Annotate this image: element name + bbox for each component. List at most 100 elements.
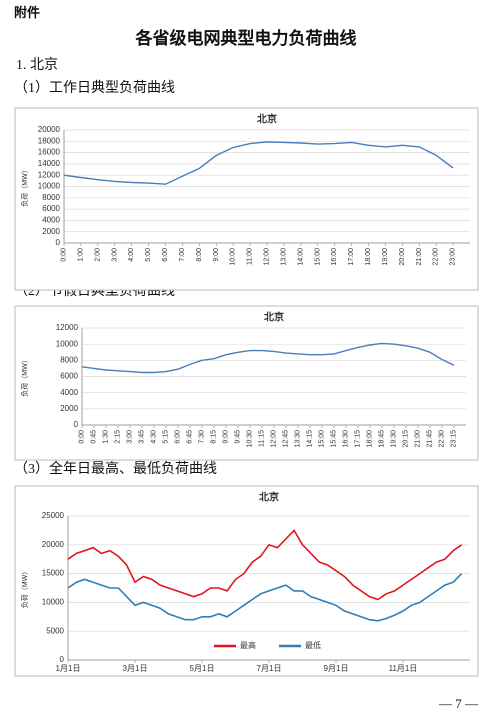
y-tick-label: 10000	[42, 598, 65, 607]
x-tick-label: 16:30	[343, 430, 350, 448]
x-tick-label: 20:15	[403, 430, 410, 448]
x-tick-label: 3月1日	[123, 664, 148, 673]
x-tick-label: 4:30	[151, 430, 158, 444]
y-tick-label: 2000	[42, 227, 60, 236]
x-tick-label: 7月1日	[257, 664, 282, 673]
y-tick-label: 14000	[38, 159, 61, 168]
series-line	[63, 141, 454, 185]
x-tick-label: 6:00	[175, 430, 182, 444]
x-tick-label: 9:00	[223, 430, 230, 444]
x-tick-label: 14:00	[297, 248, 304, 266]
y-tick-label: 10000	[56, 339, 79, 348]
x-tick-label: 21:00	[416, 248, 423, 266]
x-tick-label: 5:00	[145, 248, 152, 262]
x-tick-label: 11月1日	[389, 664, 418, 673]
y-axis-label: 负荷（MW）	[20, 166, 29, 206]
x-tick-label: 22:30	[439, 430, 446, 448]
x-tick-label: 23:15	[451, 430, 458, 448]
y-axis-label: 负荷（MW）	[20, 568, 29, 608]
x-tick-label: 8:00	[196, 248, 203, 262]
legend-label: 最高	[240, 640, 256, 650]
x-tick-label: 5:15	[163, 430, 170, 444]
x-tick-label: 9:45	[235, 430, 242, 444]
y-tick-label: 15000	[42, 569, 65, 578]
x-tick-label: 8:15	[211, 430, 218, 444]
x-tick-label: 11:15	[259, 430, 266, 447]
x-tick-label: 6:00	[162, 248, 169, 262]
section-heading: 1. 北京	[16, 57, 58, 73]
y-tick-label: 18000	[38, 136, 61, 145]
x-tick-label: 4:00	[128, 248, 135, 262]
y-tick-label: 20000	[42, 540, 65, 549]
x-tick-label: 16:00	[331, 248, 338, 266]
chart-frame	[14, 485, 479, 677]
x-tick-label: 20:00	[399, 248, 406, 266]
y-axis-label: 负荷（MW）	[20, 356, 29, 396]
y-tick-label: 12000	[56, 323, 79, 332]
x-tick-label: 2:15	[115, 430, 122, 444]
y-tick-label: 8000	[60, 355, 78, 364]
caption: （3）全年日最高、最低负荷曲线	[14, 460, 217, 477]
x-tick-label: 3:00	[111, 248, 118, 262]
attachment-label: 附件	[14, 5, 40, 20]
x-tick-label: 1:00	[77, 248, 84, 262]
doc-title: 各省级电网典型电力负荷曲线	[135, 28, 357, 48]
page-number: — 7 —	[438, 696, 479, 711]
x-tick-label: 3:00	[127, 430, 134, 444]
series-line	[67, 529, 463, 601]
x-tick-label: 12:00	[264, 248, 271, 266]
x-tick-label: 15:45	[331, 430, 338, 448]
y-tick-label: 20000	[38, 125, 61, 134]
chart-title: 北京	[264, 311, 284, 324]
chart-frame	[14, 107, 479, 291]
x-tick-label: 1:30	[103, 430, 110, 444]
x-tick-label: 12:00	[271, 430, 278, 448]
x-tick-label: 7:30	[199, 430, 206, 444]
x-tick-label: 19:00	[382, 248, 389, 266]
x-tick-label: 0:45	[91, 430, 98, 444]
x-tick-label: 1月1日	[56, 664, 81, 673]
x-tick-label: 13:30	[295, 430, 302, 448]
y-tick-label: 4000	[42, 216, 60, 225]
y-tick-label: 4000	[60, 388, 78, 397]
x-tick-label: 3:45	[139, 430, 146, 444]
x-tick-label: 0:00	[61, 248, 68, 262]
y-tick-label: 8000	[42, 193, 60, 202]
x-tick-label: 10:00	[230, 248, 237, 266]
x-tick-label: 19:30	[391, 430, 398, 448]
y-tick-label: 0	[74, 420, 79, 429]
y-tick-label: 10000	[38, 182, 61, 191]
x-tick-label: 21:00	[415, 430, 422, 448]
x-tick-label: 18:45	[379, 430, 386, 448]
x-tick-label: 14:15	[307, 430, 314, 448]
x-tick-label: 10:30	[247, 430, 254, 448]
x-tick-label: 22:00	[433, 248, 440, 266]
x-tick-label: 18:00	[365, 248, 372, 266]
x-tick-label: 15:00	[319, 430, 326, 448]
chart-title: 北京	[259, 491, 279, 504]
y-tick-label: 25000	[42, 511, 65, 520]
x-tick-label: 17:00	[348, 248, 355, 266]
x-tick-label: 11:00	[247, 248, 254, 265]
chart-title: 北京	[257, 113, 277, 126]
y-tick-label: 0	[60, 655, 65, 664]
x-tick-label: 6:45	[187, 430, 194, 444]
x-tick-label: 5月1日	[190, 664, 215, 673]
x-tick-label: 12:45	[283, 430, 290, 448]
x-tick-label: 15:00	[314, 248, 321, 266]
series-line	[81, 342, 455, 374]
y-tick-label: 6000	[60, 372, 78, 381]
y-tick-label: 6000	[42, 204, 60, 213]
y-tick-label: 2000	[60, 404, 78, 413]
x-tick-label: 0:00	[79, 430, 86, 444]
y-tick-label: 16000	[38, 148, 61, 157]
x-tick-label: 7:00	[179, 248, 186, 262]
x-tick-label: 9:00	[213, 248, 220, 262]
x-tick-label: 21:45	[427, 430, 434, 448]
y-tick-label: 0	[56, 238, 61, 247]
x-tick-label: 2:00	[94, 248, 101, 262]
x-tick-label: 18:00	[367, 430, 374, 448]
caption: （1）工作日典型负荷曲线	[14, 80, 175, 96]
x-tick-label: 17:15	[355, 430, 362, 448]
